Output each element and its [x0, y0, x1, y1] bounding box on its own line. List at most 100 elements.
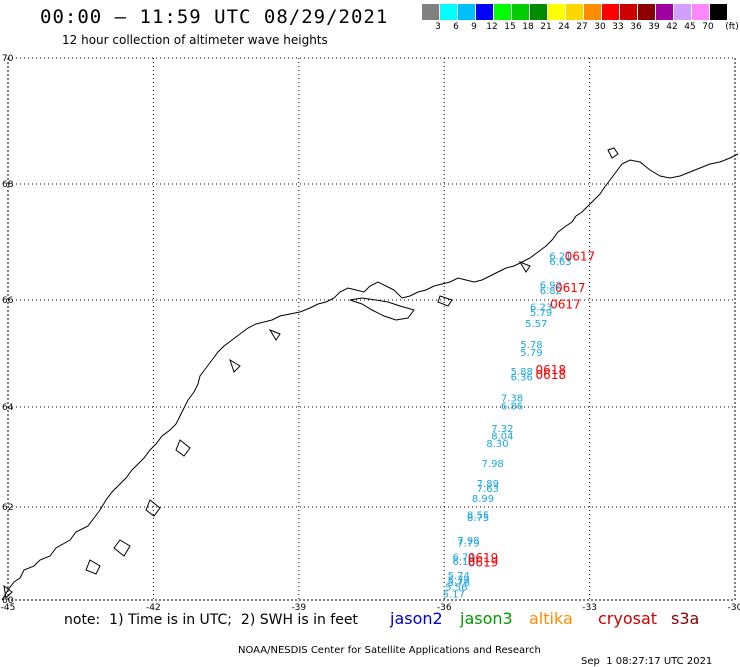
scale-swatch: [530, 4, 547, 20]
wave-height-value: 6.86: [501, 402, 523, 413]
scale-label: 70: [702, 22, 714, 32]
scale-label: 42: [666, 22, 678, 32]
lon-tick-label: -45: [1, 603, 16, 613]
wave-height-value: 5.79: [448, 576, 470, 587]
scale-label: 24: [558, 22, 570, 32]
wave-height-value: 6.16: [452, 557, 474, 568]
scale-swatch: [584, 4, 601, 20]
satellite-legend-jason2: jason2: [390, 609, 443, 628]
scale-swatch: [548, 4, 565, 20]
scale-label: 45: [684, 22, 696, 32]
wave-height-value: 6.74: [452, 552, 474, 563]
lat-tick-label: 70: [2, 54, 14, 64]
coastline-islands-path: [3, 147, 619, 600]
satellite-legend-cryosat: cryosat: [598, 609, 658, 628]
satellite-legend-altika: altika: [529, 609, 573, 628]
lat-tick-label: 68: [2, 180, 14, 190]
map-subtitle: 12 hour collection of altimeter wave hei…: [62, 33, 328, 47]
lon-tick-label: -39: [291, 603, 306, 613]
lat-tick-label: 66: [2, 296, 14, 306]
pass-time-label: 0619: [468, 556, 499, 570]
wave-height-value: 7.63: [477, 484, 499, 495]
scale-swatch: [440, 4, 457, 20]
scale-swatch: [674, 4, 691, 20]
wave-height-value: 7.79: [457, 539, 479, 550]
footnote: note: 1) Time is in UTC; 2) SWH is in fe…: [64, 612, 358, 628]
satellite-legend-s3a: s3a: [671, 609, 700, 628]
pass-time-label: 0618: [536, 363, 567, 377]
axis-tick-labels: -45 -42 -39 -36 -33 -30 60 62 64 66 68 70: [1, 54, 740, 613]
wave-height-value: 8.99: [472, 494, 494, 505]
wave-height-value: 8.75: [467, 513, 489, 524]
wave-height-value: 5.88: [511, 367, 533, 378]
scale-swatch: [656, 4, 673, 20]
wave-height-value: 5.17: [443, 590, 465, 601]
map-grid: [7, 57, 736, 601]
wave-height-value: 5.78: [520, 340, 542, 351]
pass-time-label: 0617: [565, 250, 596, 264]
scale-label: 30: [594, 22, 606, 32]
scale-swatch: [476, 4, 493, 20]
wave-height-value: 8.30: [486, 439, 508, 450]
scale-label: 39: [648, 22, 660, 32]
map-frame: [7, 57, 736, 601]
greenland-coastline: [1, 147, 739, 601]
lon-tick-label: -42: [146, 603, 161, 613]
scale-swatch: [566, 4, 583, 20]
wave-height-value: 8.55: [467, 511, 489, 522]
wave-height-value: 5.79: [520, 348, 542, 359]
wave-height-value: 8.04: [491, 432, 513, 443]
scale-label: 9: [471, 22, 477, 32]
credit-source: NOAA/NESDIS Center for Satellite Applica…: [238, 645, 541, 656]
wave-height-value: 5.74: [448, 571, 470, 582]
satellite-legend-jason3: jason3: [460, 609, 513, 628]
lon-tick-label: -33: [582, 603, 597, 613]
pass-time-label: 0617: [555, 281, 586, 295]
wave-height-value: 6.23: [530, 303, 552, 314]
lon-tick-label: -30: [728, 603, 740, 613]
scale-swatch: [692, 4, 709, 20]
scale-label: 12: [486, 22, 498, 32]
scale-label: 27: [576, 22, 588, 32]
scale-swatch: [494, 4, 511, 20]
scale-label: 3: [435, 22, 441, 32]
wave-height-observations: 6.216.636.926.826.235.795.575.785.795.88…: [443, 251, 572, 600]
scale-label: 6: [453, 22, 459, 32]
lat-tick-label: 60: [2, 596, 14, 606]
wave-height-value: 7.89: [477, 479, 499, 490]
scale-swatch: [422, 4, 439, 20]
scale-swatch: [512, 4, 529, 20]
wave-height-value: 5.57: [525, 319, 547, 330]
wave-height-value: 7.98: [457, 536, 479, 547]
scale-swatch: [620, 4, 637, 20]
wave-height-value: 5.76: [448, 578, 470, 589]
wave-height-value: 6.82: [540, 286, 562, 297]
scale-swatch: [602, 4, 619, 20]
scale-label: 21: [540, 22, 552, 32]
scale-label: 33: [612, 22, 624, 32]
wave-height-map: 6.216.636.926.826.235.795.575.785.795.88…: [1, 54, 740, 613]
lon-tick-label: -36: [437, 603, 452, 613]
wave-height-value: 6.36: [511, 372, 533, 383]
credit-line: NOAA/NESDIS Center for Satellite Applica…: [0, 634, 740, 667]
lat-tick-label: 64: [2, 403, 14, 413]
wave-height-value: 7.38: [501, 394, 523, 405]
wave-height-value: 6.21: [549, 251, 571, 262]
scale-label: 15: [504, 22, 516, 32]
lat-tick-label: 62: [2, 503, 13, 513]
wave-height-value: 6.63: [549, 257, 571, 268]
credit-timestamp: Sep 1 08:27:17 UTC 2021: [581, 656, 713, 667]
wave-height-value: 7.98: [482, 459, 504, 470]
scale-swatch: [458, 4, 475, 20]
wave-height-value: 7.32: [491, 424, 513, 435]
scale-unit: (ft): [725, 22, 739, 32]
pass-time-label: 0619: [468, 551, 499, 565]
scale-swatch: [638, 4, 655, 20]
map-title: 00:00 – 11:59 UTC 08/29/2021: [40, 6, 389, 28]
wave-height-value: 6.92: [540, 280, 562, 291]
coastline-path: [1, 153, 739, 601]
pass-time-label: 0618: [536, 368, 567, 382]
wave-height-value: 5.56: [445, 583, 467, 594]
wave-height-value: 5.79: [530, 308, 552, 319]
